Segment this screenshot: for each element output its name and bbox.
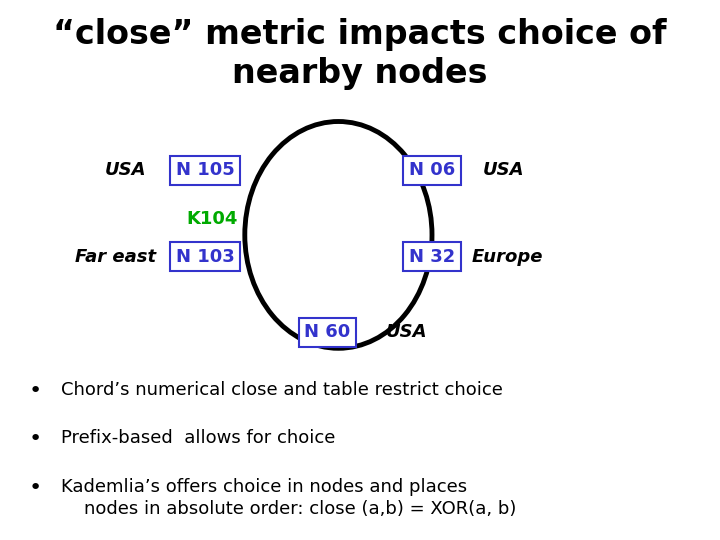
- Text: USA: USA: [105, 161, 147, 179]
- Text: Prefix-based  allows for choice: Prefix-based allows for choice: [61, 429, 336, 447]
- Text: “close” metric impacts choice of
nearby nodes: “close” metric impacts choice of nearby …: [53, 18, 667, 90]
- Text: Chord’s numerical close and table restrict choice: Chord’s numerical close and table restri…: [61, 381, 503, 399]
- Text: USA: USA: [483, 161, 525, 179]
- Text: N 103: N 103: [176, 247, 235, 266]
- Text: Kademlia’s offers choice in nodes and places
    nodes in absolute order: close : Kademlia’s offers choice in nodes and pl…: [61, 478, 516, 518]
- Text: Europe: Europe: [472, 247, 544, 266]
- Text: N 06: N 06: [409, 161, 455, 179]
- Text: K104: K104: [186, 210, 238, 228]
- Text: •: •: [29, 381, 42, 401]
- Text: Far east: Far east: [75, 247, 156, 266]
- Text: N 32: N 32: [409, 247, 455, 266]
- Text: USA: USA: [386, 323, 428, 341]
- Text: •: •: [29, 429, 42, 449]
- Text: N 60: N 60: [305, 323, 351, 341]
- Text: N 105: N 105: [176, 161, 235, 179]
- Text: •: •: [29, 478, 42, 498]
